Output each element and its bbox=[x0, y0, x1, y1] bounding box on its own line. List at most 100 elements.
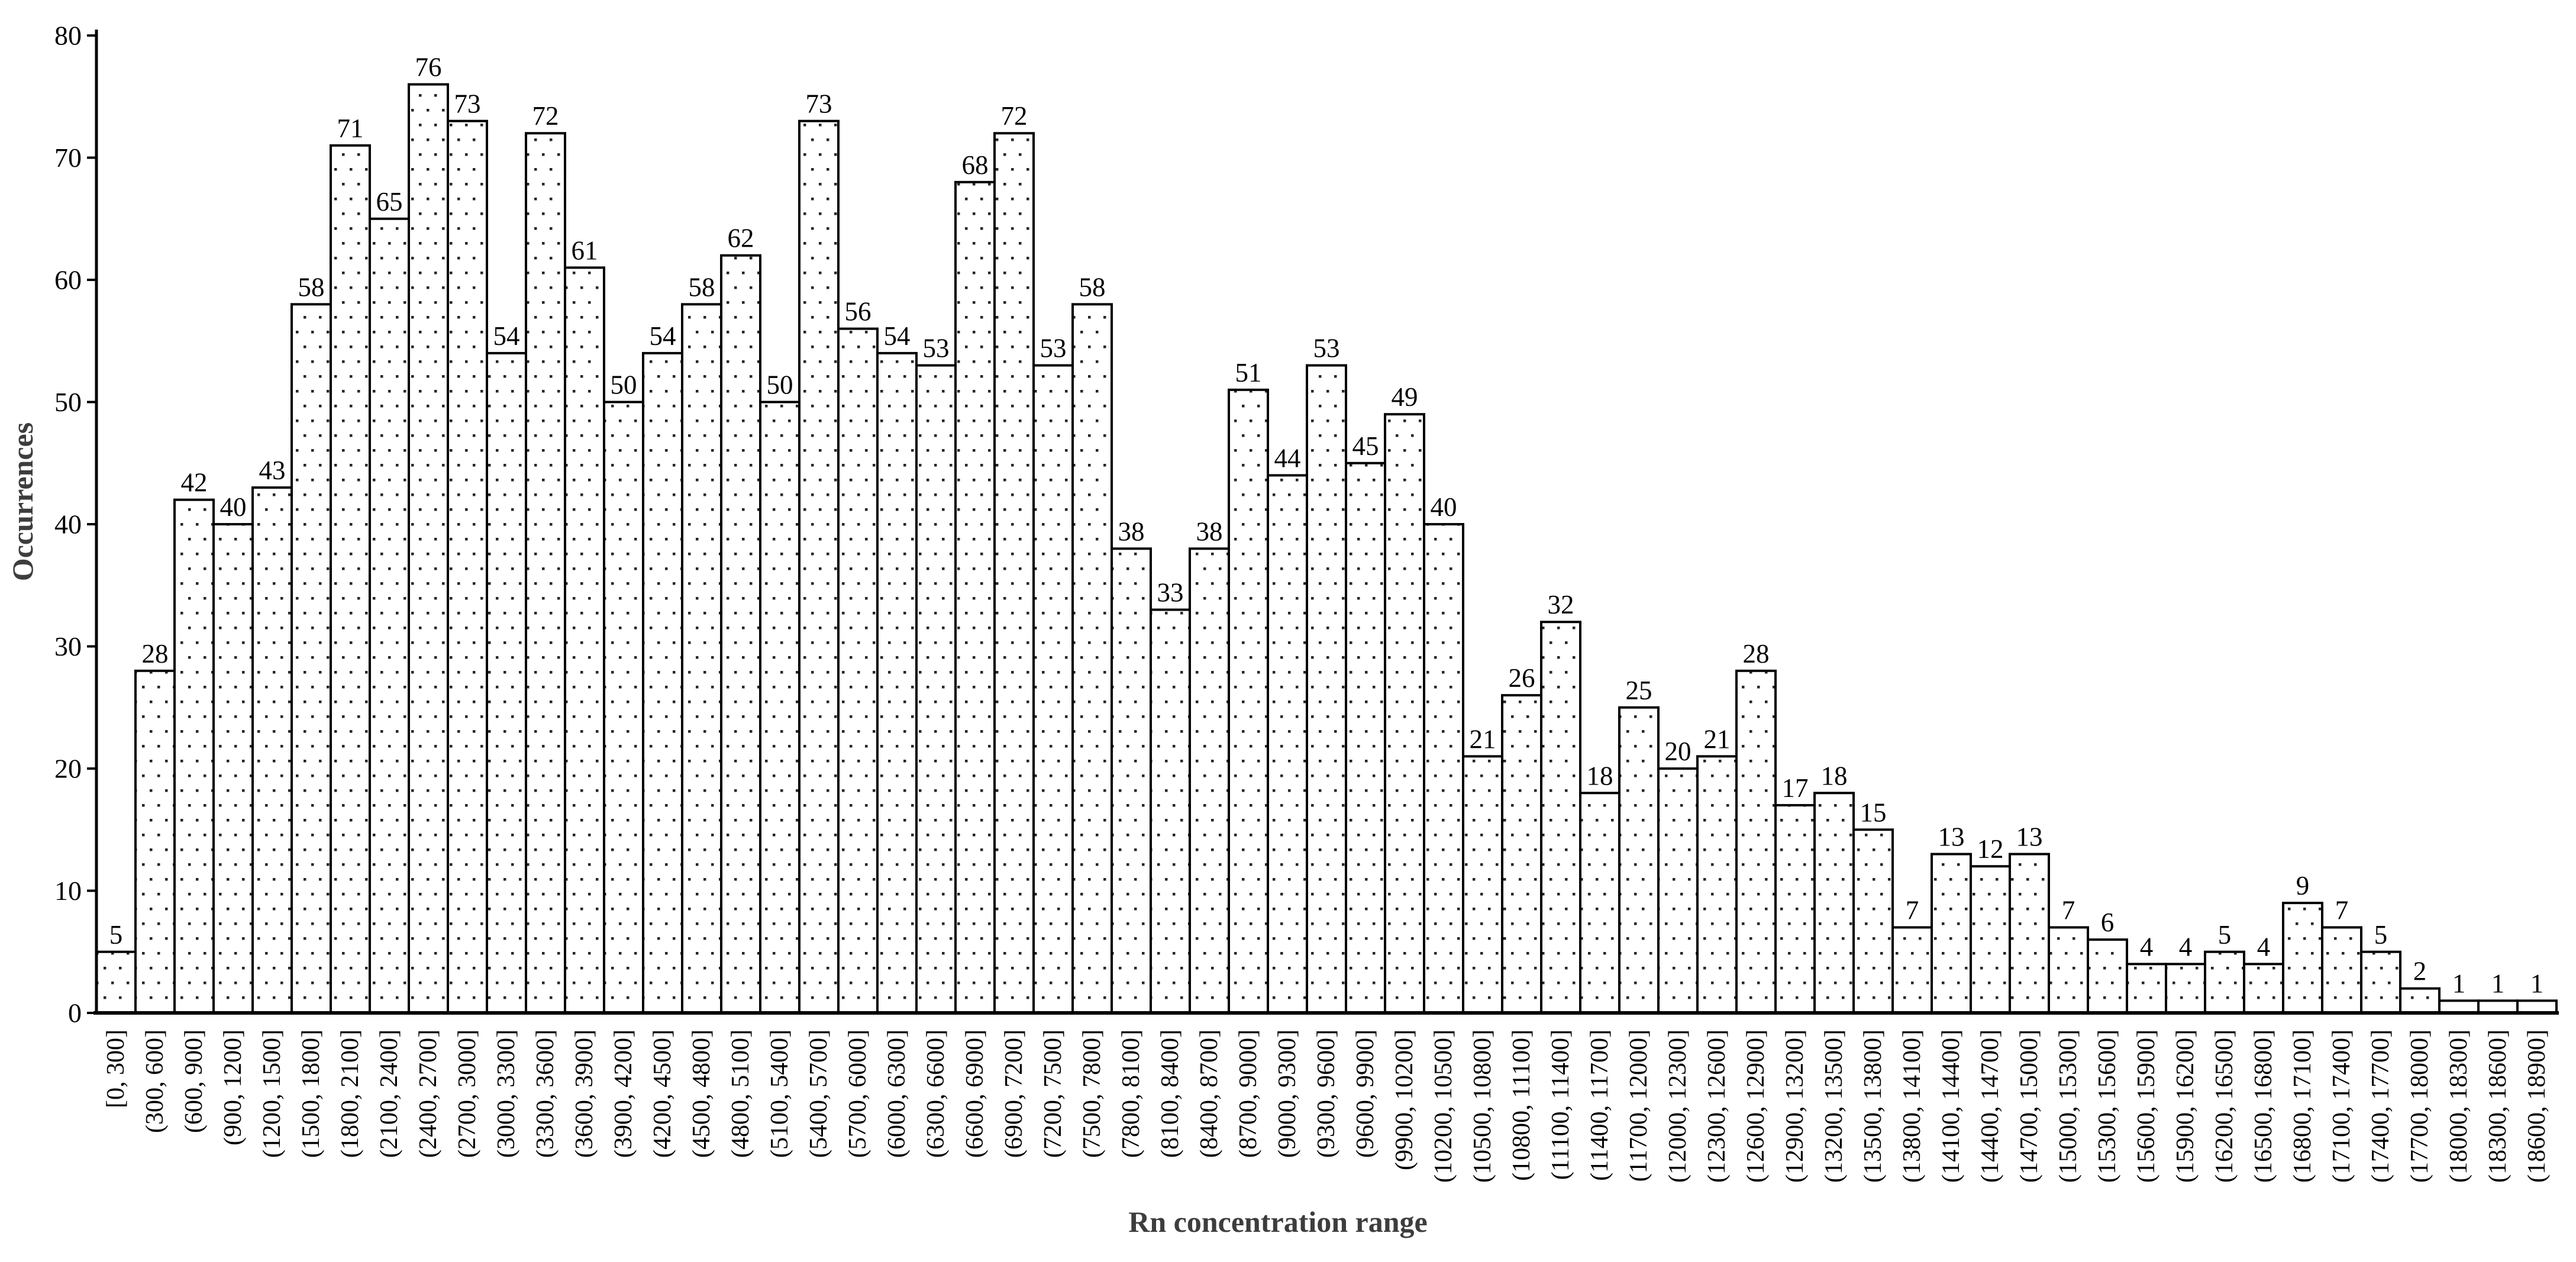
histogram-bar bbox=[1657, 767, 1699, 1014]
histogram-bar bbox=[798, 120, 840, 1014]
histogram-bar bbox=[173, 498, 215, 1014]
bar-value-label: 7 bbox=[2335, 895, 2349, 925]
x-tick-label: (16500, 16800] bbox=[2250, 1029, 2277, 1183]
bar-value-label: 54 bbox=[650, 321, 676, 351]
x-tick-label: (14100, 14400] bbox=[1938, 1029, 1965, 1183]
x-tick-label: (300, 600] bbox=[141, 1029, 169, 1133]
bar-value-label: 50 bbox=[767, 370, 793, 400]
bar-value-label: 53 bbox=[1040, 334, 1067, 363]
histogram-bar bbox=[1501, 694, 1542, 1014]
histogram-bar bbox=[2048, 926, 2089, 1014]
y-tick-label: 80 bbox=[54, 21, 82, 51]
bar-value-label: 5 bbox=[2218, 920, 2232, 950]
bar-value-label: 68 bbox=[962, 150, 989, 180]
y-tick-label: 20 bbox=[54, 754, 82, 784]
y-tick-label: 0 bbox=[68, 998, 82, 1028]
histogram-bar bbox=[525, 132, 566, 1015]
bar-value-label: 53 bbox=[1313, 334, 1340, 363]
histogram-bar bbox=[1111, 547, 1152, 1014]
bar-value-label: 17 bbox=[1782, 773, 1809, 803]
bar-value-label: 61 bbox=[572, 235, 598, 265]
histogram-bar bbox=[759, 401, 800, 1014]
x-axis: [0, 300] (300, 600] (600, 900] (900, 1200] (… bbox=[102, 1029, 2551, 1183]
histogram-bar bbox=[642, 351, 683, 1014]
bar-value-label: 50 bbox=[611, 370, 637, 400]
histogram-bar bbox=[486, 351, 527, 1014]
bar-value-label: 7 bbox=[2062, 895, 2075, 925]
histogram-bar bbox=[2243, 963, 2284, 1015]
bar-value-label: 53 bbox=[923, 334, 950, 363]
bar-value-label: 42 bbox=[181, 468, 208, 498]
bar-value-label: 58 bbox=[298, 272, 325, 302]
bar-value-label: 38 bbox=[1196, 517, 1223, 546]
x-tick-label: (15900, 16200] bbox=[2172, 1029, 2199, 1183]
bar-value-label: 40 bbox=[220, 492, 247, 522]
histogram-bar bbox=[1931, 853, 1972, 1015]
bar-value-label: 49 bbox=[1392, 382, 1418, 412]
bar-value-label: 44 bbox=[1274, 443, 1301, 473]
histogram-bar bbox=[2516, 999, 2558, 1014]
bar-value-label: 13 bbox=[1938, 822, 1965, 852]
histogram-bar bbox=[2360, 950, 2401, 1014]
histogram-bar bbox=[2399, 987, 2441, 1014]
histogram-bar bbox=[1540, 621, 1581, 1014]
histogram-bar bbox=[2321, 926, 2362, 1014]
histogram-bar bbox=[603, 401, 644, 1014]
histogram-bar bbox=[1150, 608, 1191, 1015]
histogram-bar bbox=[2477, 999, 2519, 1014]
bar-value-label: 38 bbox=[1118, 517, 1145, 546]
bar-value-label: 18 bbox=[1587, 761, 1613, 790]
x-tick-label: (4800, 5100] bbox=[727, 1029, 754, 1158]
histogram-bar bbox=[915, 364, 957, 1014]
bar-value-label: 33 bbox=[1157, 578, 1184, 608]
x-tick-label: (14400, 14700] bbox=[1977, 1029, 2004, 1183]
x-tick-label: (1200, 1500] bbox=[259, 1029, 286, 1158]
x-tick-label: (12900, 13200] bbox=[1781, 1029, 1809, 1183]
bar-value-label: 56 bbox=[845, 297, 871, 327]
histogram-bar bbox=[1735, 669, 1777, 1015]
x-tick-label: (12300, 12600] bbox=[1703, 1029, 1731, 1183]
y-tick-label: 10 bbox=[54, 876, 82, 906]
x-tick-label: [0, 300] bbox=[102, 1029, 130, 1108]
x-axis-title: Rn concentration range bbox=[1128, 1205, 1428, 1238]
x-tick-label: (10200, 10500] bbox=[1430, 1029, 1457, 1183]
bar-value-label: 20 bbox=[1665, 737, 1691, 766]
x-tick-label: (8700, 9000] bbox=[1235, 1029, 1262, 1158]
x-tick-label: (18000, 18300] bbox=[2445, 1029, 2472, 1183]
bar-value-label: 21 bbox=[1704, 724, 1731, 754]
x-tick-label: (17700, 18000] bbox=[2406, 1029, 2433, 1183]
x-tick-label: (7200, 7500] bbox=[1040, 1029, 1067, 1158]
histogram-bar bbox=[330, 144, 371, 1015]
bar-value-label: 1 bbox=[2452, 969, 2466, 998]
y-tick-label: 70 bbox=[54, 143, 82, 173]
x-tick-label: (2400, 2700] bbox=[415, 1029, 442, 1158]
bar-value-label: 28 bbox=[1743, 639, 1770, 669]
bar-value-label: 51 bbox=[1235, 358, 1262, 388]
bar-value-label: 18 bbox=[1821, 761, 1848, 790]
histogram-bar bbox=[447, 120, 488, 1014]
histogram-bar bbox=[993, 132, 1035, 1015]
bar-value-label: 28 bbox=[142, 639, 169, 669]
bar-value-label: 12 bbox=[1977, 834, 2004, 864]
x-tick-label: (6900, 7200] bbox=[1000, 1029, 1028, 1158]
bar-value-label: 58 bbox=[1079, 272, 1106, 302]
histogram-bar bbox=[1423, 523, 1464, 1014]
bar-value-label: 76 bbox=[415, 53, 442, 82]
x-tick-label: (12000, 12300] bbox=[1664, 1029, 1691, 1183]
y-axis: 0 10 20 30 40 50 60 70 80 bbox=[54, 21, 96, 1028]
x-tick-label: (15600, 15900] bbox=[2133, 1029, 2160, 1183]
histogram-bar bbox=[837, 327, 879, 1014]
x-tick-label: (15300, 15600] bbox=[2094, 1029, 2121, 1183]
x-tick-label: (10800, 11100] bbox=[1508, 1029, 1535, 1181]
x-tick-label: (11400, 11700] bbox=[1586, 1029, 1613, 1181]
bar-value-label: 58 bbox=[689, 272, 715, 302]
histogram-bar bbox=[720, 254, 761, 1015]
x-tick-label: (13800, 14100] bbox=[1899, 1029, 1926, 1183]
histogram-bar bbox=[1696, 755, 1738, 1014]
x-tick-label: (9300, 9600] bbox=[1313, 1029, 1340, 1158]
histogram-bar bbox=[1462, 755, 1503, 1014]
bar-value-label: 4 bbox=[2257, 932, 2271, 961]
bar-value-label: 32 bbox=[1548, 590, 1574, 619]
histogram-bar bbox=[954, 180, 996, 1014]
x-tick-label: (13500, 13800] bbox=[1860, 1029, 1887, 1183]
